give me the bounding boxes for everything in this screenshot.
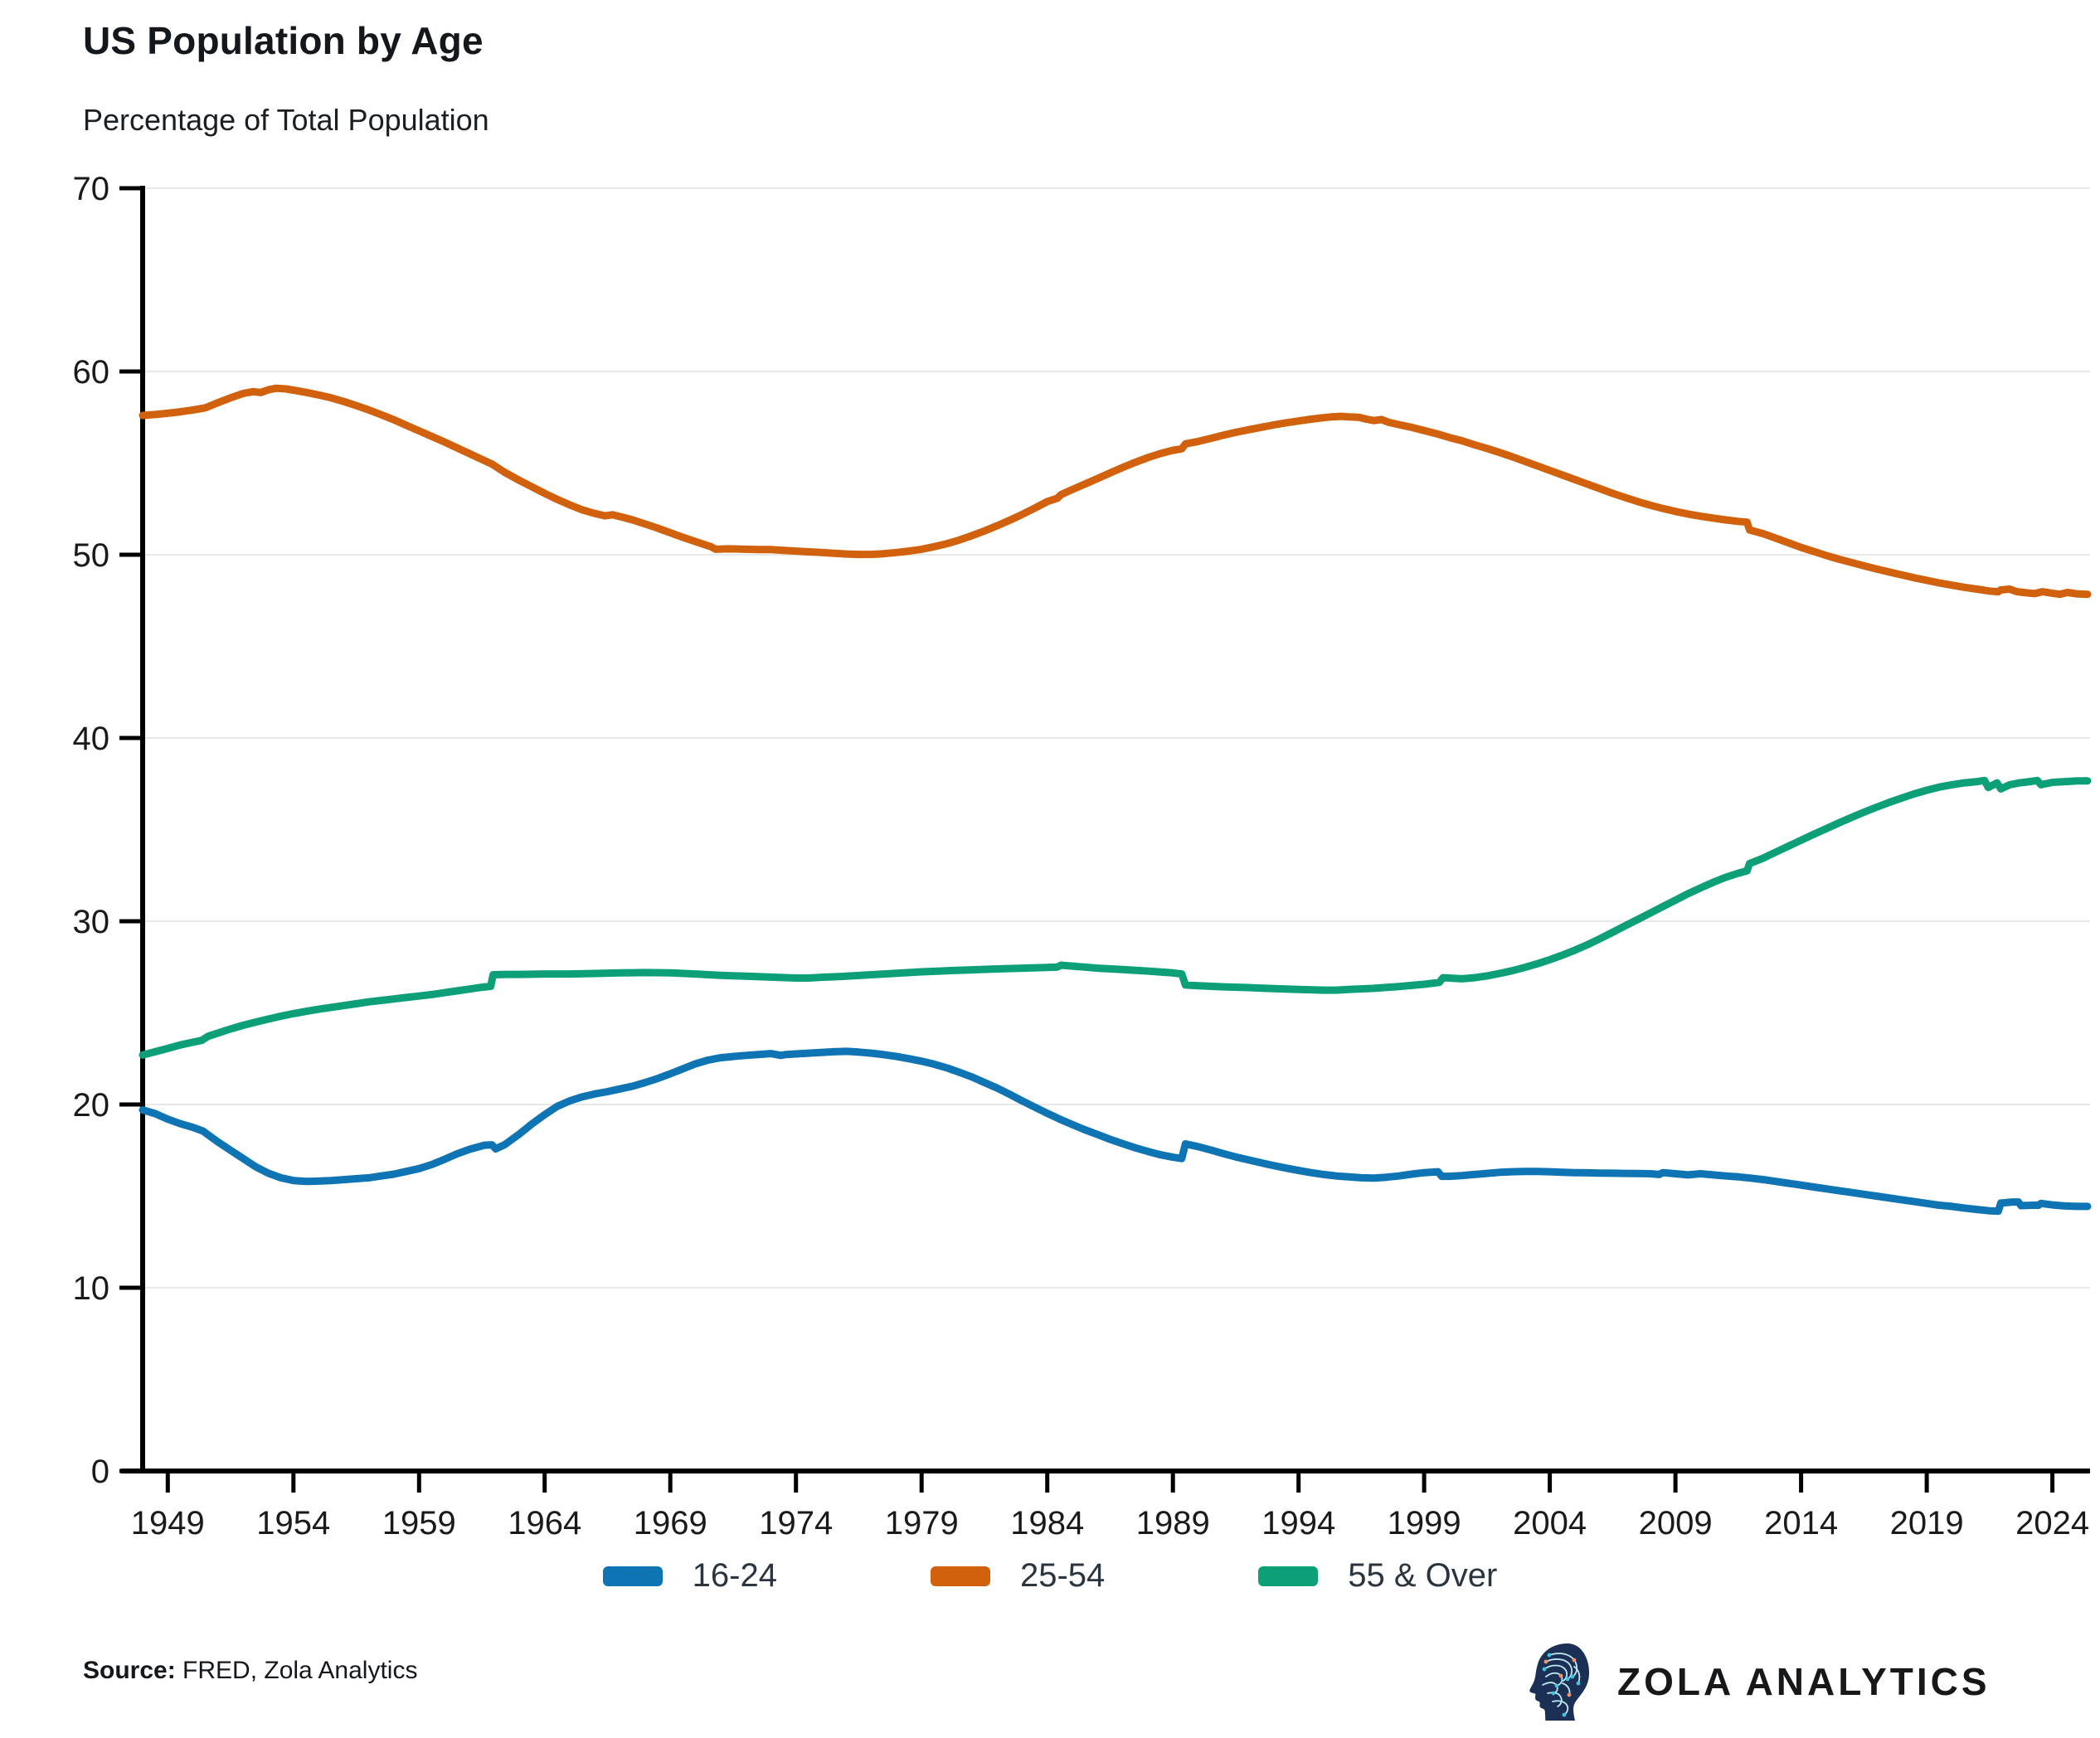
brain-head-logo-icon <box>1529 1643 1590 1721</box>
source-text: FRED, Zola Analytics <box>182 1657 418 1684</box>
source-note: Source: FRED, Zola Analytics <box>83 1657 417 1685</box>
x-tick-label-1999: 1999 <box>1388 1505 1461 1541</box>
page-title: US Population by Age <box>83 19 484 62</box>
y-tick-label-50: 50 <box>73 537 110 574</box>
x-tick-label-1989: 1989 <box>1136 1505 1210 1541</box>
source-label: Source: <box>83 1657 176 1684</box>
page-subtitle: Percentage of Total Population <box>83 103 489 137</box>
legend-swatch-icon <box>1258 1566 1319 1586</box>
y-tick-label-20: 20 <box>73 1087 110 1124</box>
x-tick-label-1984: 1984 <box>1010 1505 1084 1541</box>
x-tick-label-1994: 1994 <box>1261 1505 1335 1541</box>
y-tick-label-70: 70 <box>73 171 110 207</box>
x-tick-label-1964: 1964 <box>508 1505 581 1541</box>
x-tick-label-2024: 2024 <box>2015 1505 2089 1541</box>
legend-swatch-icon <box>930 1566 990 1586</box>
line-chart: 0 10 20 30 40 50 60 70 1949 1954 1959 1964 1969 1974 1… <box>73 171 2092 1541</box>
x-tick-label-1959: 1959 <box>382 1505 456 1541</box>
x-tick-label-2009: 2009 <box>1639 1505 1713 1541</box>
chart-legend: 16-24 25-54 55 & Over <box>0 1557 2100 1595</box>
brand-name: ZOLA ANALYTICS <box>1617 1660 1991 1703</box>
legend-item-16-24: 16-24 <box>602 1557 777 1595</box>
series-line-55-over <box>139 776 2092 1059</box>
y-tick-label-40: 40 <box>73 721 110 757</box>
legend-item-25-54: 25-54 <box>930 1557 1106 1595</box>
series-line-16-24 <box>139 1047 2092 1216</box>
legend-item-55-over: 55 & Over <box>1258 1557 1497 1595</box>
x-tick-label-2014: 2014 <box>1764 1505 1838 1541</box>
x-tick-label-1954: 1954 <box>256 1505 330 1541</box>
x-tick-label-2004: 2004 <box>1513 1505 1587 1541</box>
x-tick-label-1979: 1979 <box>885 1505 959 1541</box>
y-tick-label-60: 60 <box>73 354 110 391</box>
y-tick-label-0: 0 <box>91 1454 109 1490</box>
x-tick-label-1949: 1949 <box>131 1505 205 1541</box>
brand-lockup: ZOLA ANALYTICS <box>1526 1640 1991 1723</box>
x-tick-label-2019: 2019 <box>1890 1505 1964 1541</box>
y-tick-label-30: 30 <box>73 904 110 940</box>
legend-label: 25-54 <box>1019 1557 1106 1594</box>
legend-label: 16-24 <box>692 1557 777 1594</box>
x-tick-label-1969: 1969 <box>634 1505 707 1541</box>
y-tick-label-10: 10 <box>73 1270 110 1307</box>
legend-label: 55 & Over <box>1348 1557 1498 1594</box>
legend-swatch-icon <box>602 1566 663 1586</box>
series-line-25-54 <box>139 384 2092 599</box>
x-tick-label-1974: 1974 <box>759 1505 833 1541</box>
